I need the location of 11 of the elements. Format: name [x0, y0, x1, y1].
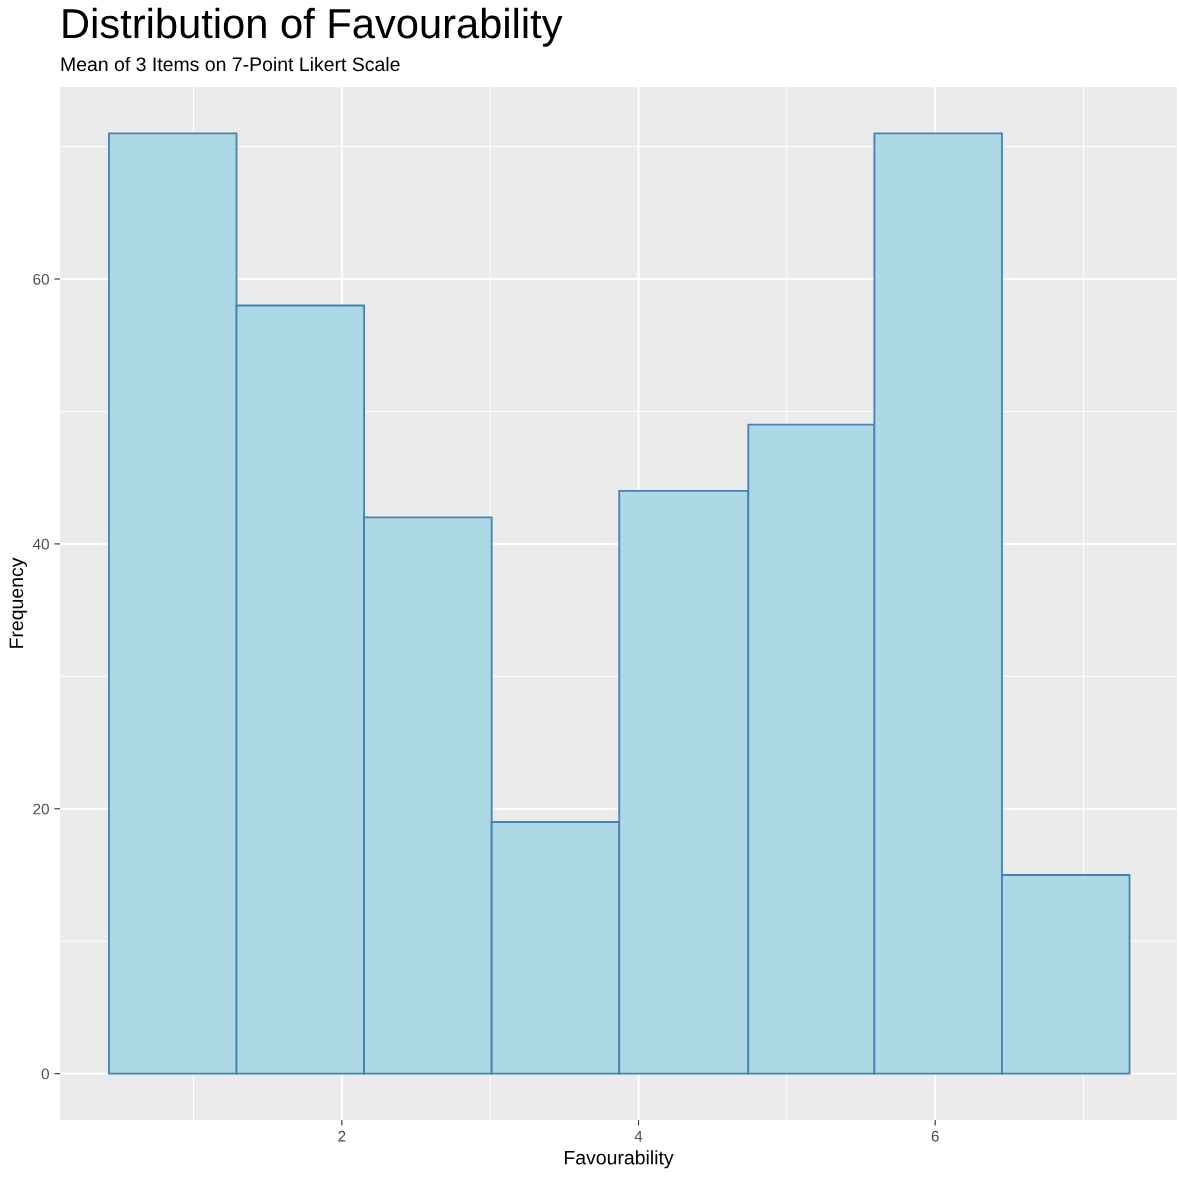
x-tick-label: 6	[931, 1130, 939, 1142]
y-tick-label: 60	[33, 273, 49, 285]
chart-subtitle: Mean of 3 Items on 7-Point Likert Scale	[61, 56, 400, 72]
y-tick-label: 40	[32, 538, 49, 550]
x-tick-label: 2	[338, 1130, 346, 1142]
y-axis-title: Frequency	[9, 557, 28, 648]
x-axis-title: Favourability	[564, 1150, 674, 1169]
y-tick-label: 20	[33, 803, 49, 815]
chart-title: Distribution of Favourability	[63, 7, 563, 47]
y-tick-label: 0	[41, 1068, 49, 1080]
x-tick-label: 4	[634, 1130, 643, 1142]
